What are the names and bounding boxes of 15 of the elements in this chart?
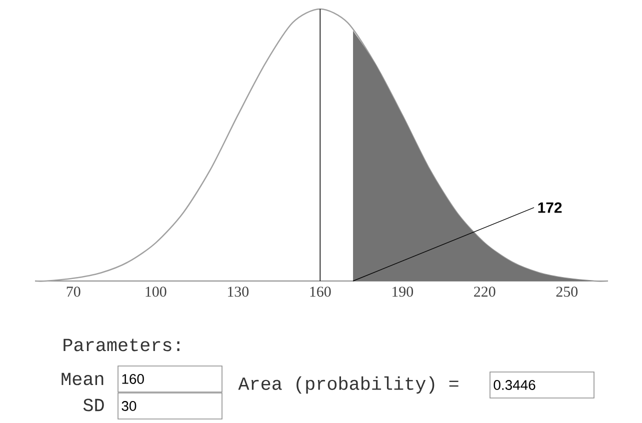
text: Parameters: (64, 338, 180, 352)
x-tick-label: 250 (556, 286, 578, 297)
x-tick-label: 220 (474, 286, 496, 297)
x-tick-label: 130 (228, 286, 249, 297)
x-tick-label: 100 (146, 286, 166, 297)
text: SD (83, 398, 104, 412)
x-tick-label: 190 (392, 286, 414, 297)
text: 30 (122, 401, 136, 411)
text: 0.3446 (494, 380, 536, 390)
annotation: 172 (538, 202, 562, 213)
text: Area (probability) = (238, 376, 458, 394)
x-tick-label: 70 (66, 286, 80, 297)
x-tick-label: 160 (310, 286, 331, 297)
text: 160 (122, 374, 144, 384)
text: Mean (62, 372, 104, 386)
